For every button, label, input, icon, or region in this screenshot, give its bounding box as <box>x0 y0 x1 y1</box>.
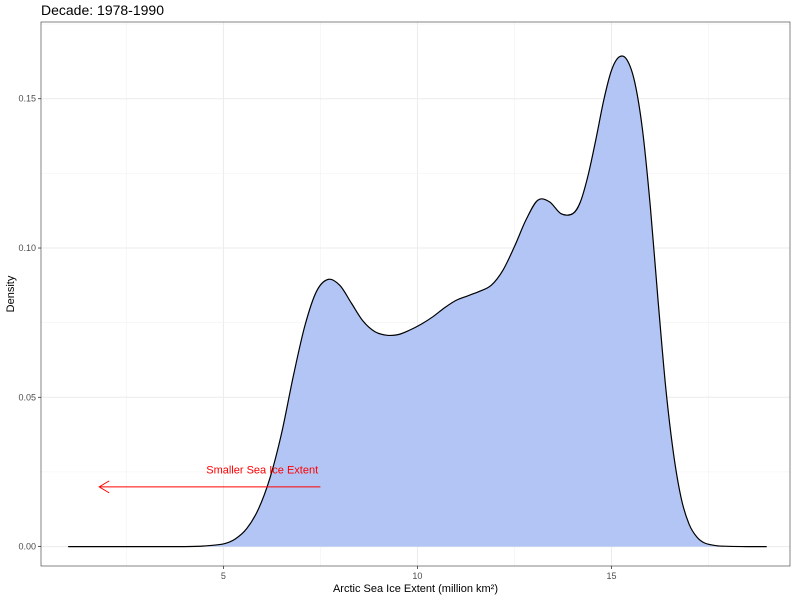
annotation-text: Smaller Sea Ice Extent <box>206 464 318 476</box>
plot-panel-border <box>40 21 791 567</box>
y-tick-label: 0.10 <box>18 243 36 253</box>
axis-ticks: 5 10 15 0.00 0.05 0.10 0.15 <box>18 94 616 581</box>
y-axis-title: Density <box>5 275 17 312</box>
x-tick-label: 5 <box>221 571 226 581</box>
x-tick-label: 10 <box>412 571 422 581</box>
density-layer <box>68 55 767 548</box>
y-tick-label: 0.15 <box>18 94 36 104</box>
density-line <box>68 55 767 548</box>
annotation-layer: Smaller Sea Ice Extent <box>98 464 321 494</box>
annotation-arrow-head <box>98 480 110 494</box>
x-tick-label: 15 <box>606 571 616 581</box>
y-tick-label: 0.00 <box>18 542 36 552</box>
density-area <box>68 55 767 547</box>
x-axis-title: Arctic Sea Ice Extent (million km²) <box>333 583 498 595</box>
plot-title: Decade: 1978-1990 <box>41 2 164 18</box>
gridlines <box>41 22 790 566</box>
y-tick-label: 0.05 <box>18 392 36 402</box>
